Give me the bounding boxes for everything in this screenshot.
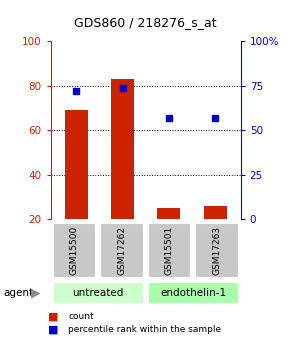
Text: ▶: ▶ — [31, 287, 41, 300]
FancyBboxPatch shape — [53, 282, 144, 304]
Text: GSM15501: GSM15501 — [165, 226, 174, 275]
Text: count: count — [68, 312, 94, 321]
Bar — [157, 208, 180, 219]
Bar — [65, 110, 88, 219]
Text: GSM17262: GSM17262 — [117, 226, 126, 275]
Text: GSM15500: GSM15500 — [70, 226, 79, 275]
Text: endothelin-1: endothelin-1 — [160, 288, 226, 298]
Text: untreated: untreated — [72, 288, 124, 298]
FancyBboxPatch shape — [148, 282, 239, 304]
FancyBboxPatch shape — [100, 223, 144, 278]
FancyBboxPatch shape — [53, 223, 96, 278]
Text: ■: ■ — [48, 312, 58, 322]
Text: GSM17263: GSM17263 — [213, 226, 222, 275]
FancyBboxPatch shape — [148, 223, 191, 278]
Bar — [111, 79, 134, 219]
Text: GDS860 / 218276_s_at: GDS860 / 218276_s_at — [74, 16, 216, 29]
Text: agent: agent — [3, 288, 33, 298]
Text: percentile rank within the sample: percentile rank within the sample — [68, 325, 221, 334]
FancyBboxPatch shape — [195, 223, 239, 278]
Text: ■: ■ — [48, 325, 58, 335]
Bar — [204, 206, 227, 219]
